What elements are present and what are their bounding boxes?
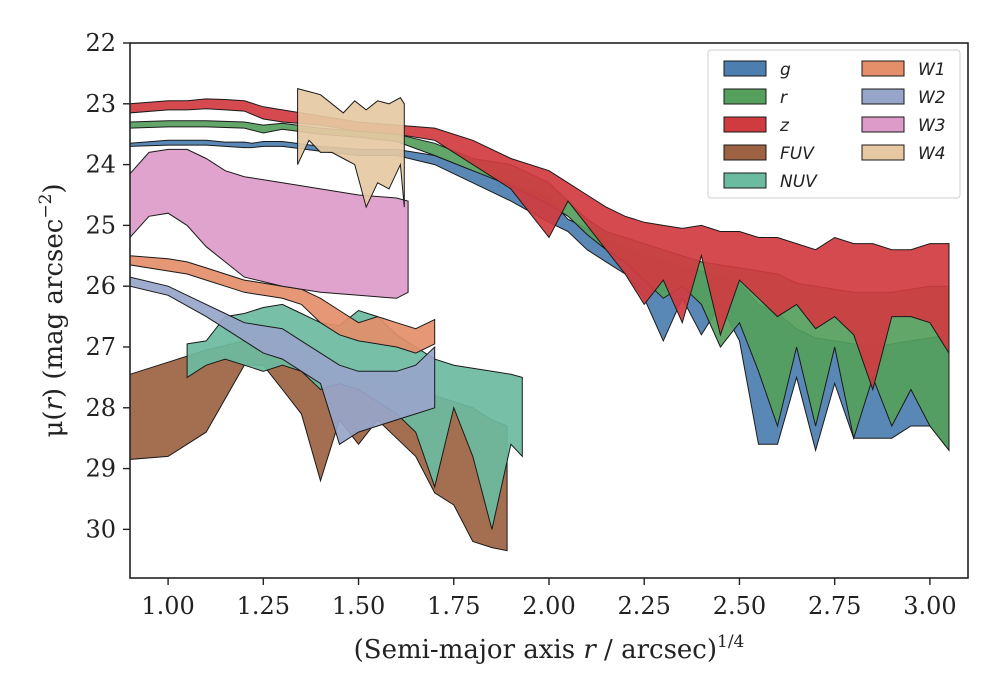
x-tick-label: 1.25: [237, 592, 290, 620]
y-tick-label: 29: [85, 455, 116, 483]
legend-label-g: g: [780, 60, 791, 80]
x-tick-label: 2.25: [618, 592, 671, 620]
legend-swatch-fuv: [723, 144, 767, 161]
legend-label-z: z: [779, 116, 790, 136]
legend-swatch-w1: [861, 60, 905, 77]
ticks-layer: 1.00 1.25 1.50 1.75 2.00 2.25 2.50 2.75 3.00 22 23…: [85, 29, 956, 620]
series-band-z: [129, 98, 950, 392]
legend-swatch-w3: [861, 116, 905, 133]
y-tick-label: 23: [85, 90, 116, 118]
legend-box: [707, 49, 961, 199]
legend-label-w1: W1: [918, 60, 946, 80]
x-axis-label: (Semi-major axis r / arcsec)1/4: [354, 632, 745, 665]
legend-label-fuv: FUV: [780, 144, 815, 164]
series-band-w1: [129, 255, 436, 354]
legend-swatch-r: [723, 88, 767, 105]
y-tick-label: 24: [85, 151, 116, 179]
series-band-w3: [129, 148, 409, 299]
series-band-w4: [297, 87, 405, 209]
x-tick-label: 1.50: [332, 592, 385, 620]
x-tick-label: 2.50: [713, 592, 766, 620]
legend-swatch-w2: [861, 88, 905, 105]
x-tick-label: 2.75: [808, 592, 861, 620]
x-tick-label: 3.00: [903, 592, 956, 620]
series-band-w2: [129, 276, 436, 446]
legend-swatch-g: [723, 60, 767, 77]
y-axis-label: μ(r) (mag arcsec−2): [36, 183, 69, 437]
legend-label-w3: W3: [918, 116, 946, 136]
y-tick-label: 27: [85, 333, 116, 361]
x-tick-label: 1.00: [141, 592, 194, 620]
x-tick-label: 2.00: [522, 592, 575, 620]
legend-label-w2: W2: [918, 88, 946, 108]
legend-label-w4: W4: [918, 144, 946, 164]
legend: grz FUV NUV W1 W2 W3 W4: [707, 49, 961, 199]
series-layer: [129, 87, 950, 552]
x-tick-label: 1.75: [427, 592, 480, 620]
series-band-nuv: [186, 303, 523, 530]
legend-swatch-w4: [861, 144, 905, 161]
legend-label-r: r: [780, 88, 788, 108]
y-tick-label: 28: [85, 394, 116, 422]
legend-swatch-nuv: [723, 172, 767, 189]
y-tick-label: 25: [85, 211, 116, 239]
y-tick-label: 30: [85, 515, 116, 543]
legend-swatch-z: [723, 116, 767, 133]
legend-label-nuv: NUV: [780, 172, 818, 192]
y-tick-label: 26: [85, 272, 116, 300]
y-tick-label: 22: [85, 29, 116, 57]
